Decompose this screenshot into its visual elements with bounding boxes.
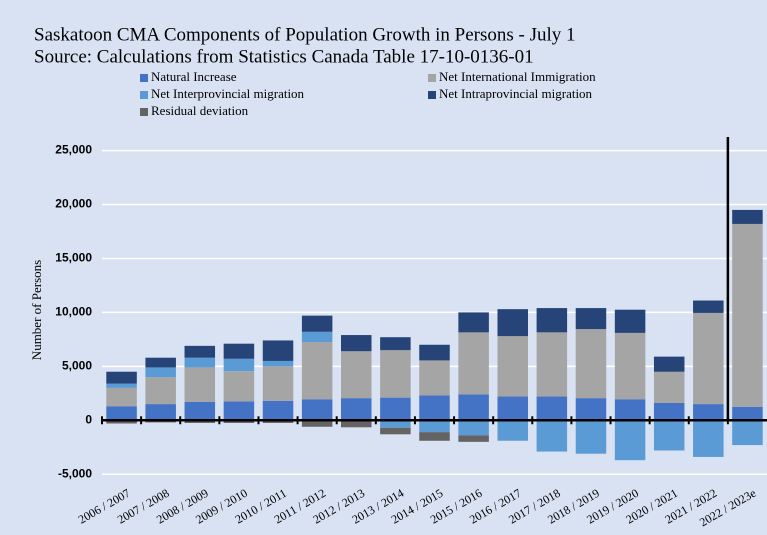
bar-segment	[262, 400, 294, 421]
y-tick-label: 5,000	[62, 359, 92, 373]
legend-label: Net Interprovincial migration	[151, 86, 305, 101]
y-tick-label: 15,000	[55, 251, 92, 265]
bar-segment	[145, 367, 176, 378]
bar-segment	[732, 406, 763, 421]
bar-segment	[497, 396, 528, 421]
bar-segment	[223, 371, 255, 402]
bar-segment	[341, 421, 372, 428]
bar-segment	[653, 371, 685, 404]
bar-segment	[106, 406, 137, 421]
chart-subtitle: Source: Calculations from Statistics Can…	[34, 46, 534, 67]
bar-segment	[184, 420, 216, 423]
chart-title: Saskatoon CMA Components of Population G…	[34, 24, 576, 45]
bar-segment	[184, 401, 216, 421]
bar-segment	[458, 394, 489, 421]
bar-segment	[301, 331, 333, 343]
bar-segment	[380, 337, 411, 351]
bar-segment	[262, 420, 294, 423]
bar-segment	[614, 309, 646, 333]
bar-segment	[419, 360, 450, 396]
y-tick-label: 0	[85, 412, 92, 426]
bar-segment	[223, 420, 255, 423]
bar-segment	[301, 342, 333, 400]
legend-swatch	[428, 91, 436, 99]
bar-segment	[575, 308, 607, 330]
bar-segment	[106, 371, 137, 384]
bar-segment	[614, 420, 646, 461]
bar-segment	[497, 309, 528, 337]
bar-segment	[419, 432, 450, 441]
bar-segment	[223, 401, 255, 421]
bar-segment	[106, 387, 137, 407]
bar-segment	[732, 223, 763, 407]
bar-segment	[693, 312, 724, 405]
bar-segment	[262, 360, 294, 367]
bar-segment	[536, 308, 568, 333]
legend-swatch	[428, 74, 436, 82]
bar-segment	[301, 399, 333, 421]
bar-segment	[458, 332, 489, 395]
bar-segment	[653, 403, 685, 421]
bar-segment	[575, 420, 607, 454]
bar-segment	[575, 398, 607, 421]
bar-segment	[341, 335, 372, 352]
bar-segment	[575, 329, 607, 399]
y-tick-label: -5,000	[58, 466, 92, 480]
legend-label: Net International Immigration	[439, 69, 596, 84]
bar-segment	[341, 398, 372, 421]
bar-segment	[380, 420, 411, 428]
bar-segment	[145, 377, 176, 405]
legend-swatch	[140, 91, 148, 99]
bar-segment	[693, 404, 724, 421]
bar-segment	[497, 336, 528, 397]
bar-segment	[732, 420, 763, 446]
bar-segment	[653, 356, 685, 372]
bar-segment	[419, 395, 450, 421]
bar-segment	[653, 420, 685, 451]
bar-segment	[301, 315, 333, 332]
bar-segment	[223, 358, 255, 372]
y-axis-label: Number of Persons	[29, 260, 44, 360]
bar-segment	[223, 343, 255, 359]
bar-segment	[145, 404, 176, 421]
bar-segment	[458, 420, 489, 436]
y-tick-label: 25,000	[55, 143, 92, 157]
bar-segment	[184, 345, 216, 358]
bar-segment	[458, 312, 489, 333]
bar-segment	[262, 340, 294, 361]
bar-segment	[301, 420, 333, 427]
legend-swatch	[140, 74, 148, 82]
bar-segment	[536, 396, 568, 421]
legend-label: Residual deviation	[151, 103, 249, 118]
bar-segment	[106, 383, 137, 388]
bar-segment	[184, 367, 216, 402]
bar-segment	[732, 209, 763, 224]
legend-label: Natural Increase	[151, 69, 237, 84]
bar-segment	[419, 420, 450, 433]
bar-segment	[693, 420, 724, 457]
bar-segment	[341, 351, 372, 399]
bar-segment	[536, 420, 568, 452]
bar-segment	[614, 332, 646, 400]
bar-segment	[693, 300, 724, 313]
y-tick-label: 10,000	[55, 305, 92, 319]
bar-segment	[380, 350, 411, 398]
bar-segment	[614, 399, 646, 421]
bar-segment	[458, 435, 489, 442]
bar-segment	[145, 357, 176, 368]
bar-segment	[184, 357, 216, 368]
y-tick-label: 20,000	[55, 197, 92, 211]
bar-segment	[262, 366, 294, 401]
bar-segment	[497, 420, 528, 441]
bar-segment	[380, 397, 411, 421]
bar-segment	[536, 332, 568, 397]
bar-segment	[419, 344, 450, 361]
legend-swatch	[140, 108, 148, 116]
bar-segment	[380, 427, 411, 435]
bar-segment	[106, 420, 137, 424]
legend-label: Net Intraprovincial migration	[439, 86, 593, 101]
